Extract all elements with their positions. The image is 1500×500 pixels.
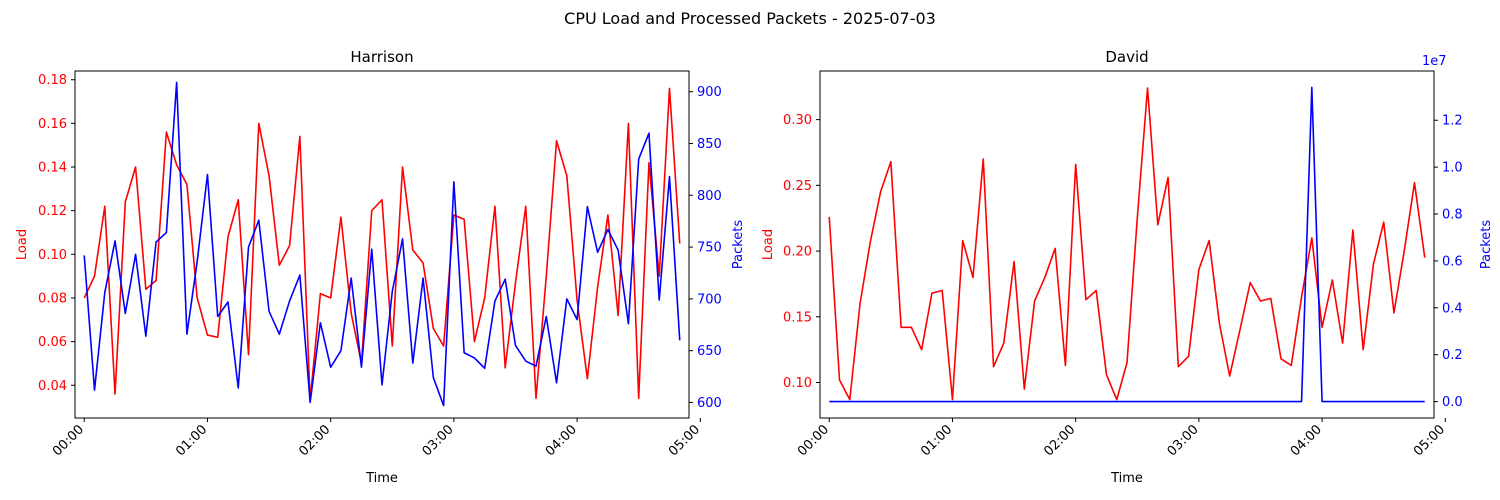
x-tick-label: 03:00 xyxy=(1165,422,1202,459)
left-y-tick-label: 0.30 xyxy=(783,113,812,128)
right-y-tick-label: 0.6 xyxy=(1442,254,1463,269)
series-line-packets xyxy=(829,86,1425,403)
x-tick-label: 05:00 xyxy=(666,422,703,459)
left-y-tick-label: 0.12 xyxy=(38,204,67,219)
left-y-tick-label: 0.15 xyxy=(783,310,812,325)
chart-david: David 00:00 01:00 02:00 03:00 04:00 05:00 0.10… xyxy=(761,48,1494,486)
x-tick-label: 01:00 xyxy=(173,422,210,459)
right-y-tick-label: 0.2 xyxy=(1442,348,1463,363)
series-line-load xyxy=(83,87,681,402)
figure-title: CPU Load and Processed Packets - 2025-07… xyxy=(564,9,936,28)
left-y-tick-label: 0.04 xyxy=(38,379,67,394)
left-y-tick-label: 0.06 xyxy=(38,335,67,350)
x-axis-label: Time xyxy=(1110,471,1143,486)
right-y-tick-label: 0.0 xyxy=(1442,395,1463,410)
left-y-tick-label: 0.08 xyxy=(38,291,67,306)
right-y-tick-label: 900 xyxy=(697,85,722,100)
x-tick-label: 04:00 xyxy=(1288,422,1325,459)
chart-title-david: David xyxy=(1105,48,1148,66)
right-y-tick-label: 650 xyxy=(697,344,722,359)
left-y-tick-label: 0.10 xyxy=(783,376,812,391)
x-axis-label: Time xyxy=(365,471,398,486)
right-y-tick-label: 0.8 xyxy=(1442,208,1463,223)
left-y-tick-label: 0.14 xyxy=(38,161,67,176)
left-y-tick-label: 0.16 xyxy=(38,117,67,132)
right-y-tick-label: 1.0 xyxy=(1442,161,1463,176)
x-tick-label: 04:00 xyxy=(543,422,580,459)
axes-frame xyxy=(819,70,1435,419)
series-line-packets xyxy=(83,81,681,407)
right-y-tick-label: 1.2 xyxy=(1442,114,1463,129)
x-tick-label: 03:00 xyxy=(420,422,457,459)
right-y-tick-label: 850 xyxy=(697,137,722,152)
right-y-tick-label: 600 xyxy=(697,396,722,411)
x-tick-label: 02:00 xyxy=(1041,422,1078,459)
x-tick-label: 00:00 xyxy=(795,422,832,459)
series-line-load xyxy=(828,87,1426,401)
x-tick-label: 02:00 xyxy=(296,422,333,459)
right-y-tick-label: 0.4 xyxy=(1442,301,1463,316)
right-y-tick-label: 700 xyxy=(697,292,722,307)
left-y-tick-label: 0.25 xyxy=(783,179,812,194)
right-y-axis-label: Packets xyxy=(1479,220,1494,270)
left-y-axis-label: Load xyxy=(15,229,30,260)
axes-frame xyxy=(74,70,690,419)
chart-title-harrison: Harrison xyxy=(350,48,413,66)
x-tick-label: 05:00 xyxy=(1411,422,1448,459)
plot-area-david: 00:00 01:00 02:00 03:00 04:00 05:00 0.10 0.15 0.… xyxy=(761,54,1494,486)
right-y-tick-label: 750 xyxy=(697,241,722,256)
left-y-axis-label: Load xyxy=(761,229,776,260)
chart-harrison: Harrison 00:00 01:00 02:00 03:00 04:00 05:000… xyxy=(15,48,746,486)
left-y-tick-label: 0.20 xyxy=(783,245,812,260)
plot-area-harrison: 00:00 01:00 02:00 03:00 04:00 05:00 0.04 0.06 0.… xyxy=(15,70,746,486)
x-tick-label: 01:00 xyxy=(918,422,955,459)
left-y-tick-label: 0.10 xyxy=(38,248,67,263)
x-tick-label: 00:00 xyxy=(50,422,87,459)
right-y-tick-label: 800 xyxy=(697,189,722,204)
right-axis-offset-label: 1e7 xyxy=(1422,54,1447,69)
right-y-axis-label: Packets xyxy=(731,220,746,270)
left-y-tick-label: 0.18 xyxy=(38,73,67,88)
